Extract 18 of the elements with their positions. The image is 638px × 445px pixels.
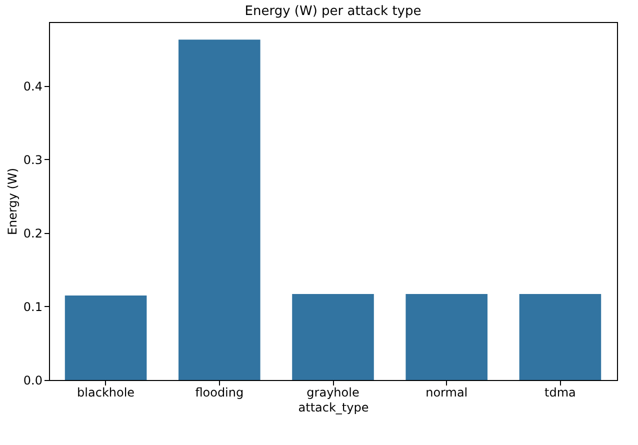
- y-tick-label: 0.4: [23, 79, 42, 94]
- x-tick-label: blackhole: [77, 386, 135, 400]
- x-tick-label: tdma: [544, 386, 576, 400]
- x-tick-label: flooding: [195, 386, 244, 400]
- y-tick-label: 0.3: [23, 152, 42, 167]
- bar: [519, 294, 602, 380]
- bar: [406, 294, 488, 380]
- x-tick-label: normal: [426, 386, 468, 400]
- bar: [292, 294, 374, 380]
- y-tick-label: 0.1: [23, 300, 42, 314]
- y-tick-label: 0.0: [23, 374, 42, 388]
- bar: [178, 40, 260, 380]
- x-axis-title: attack_type: [298, 400, 369, 414]
- y-tick-label: 0.2: [23, 226, 42, 240]
- x-tick-label: grayhole: [306, 386, 360, 400]
- chart-title: Energy (W) per attack type: [244, 4, 422, 19]
- bar: [64, 295, 147, 380]
- y-axis-title: Energy (W): [5, 168, 20, 236]
